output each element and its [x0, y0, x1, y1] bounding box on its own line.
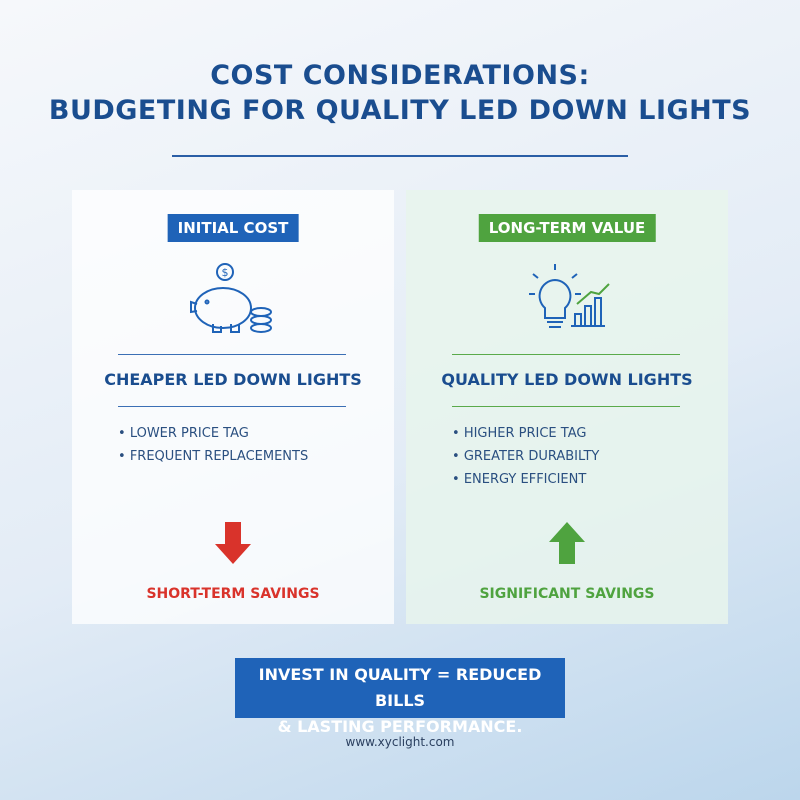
divider: [118, 406, 346, 407]
item: LOWER PRICE TAG: [118, 426, 308, 441]
badge: INITIAL COST: [167, 214, 299, 242]
divider: [452, 354, 680, 355]
result: SIGNIFICANT SAVINGS: [479, 586, 655, 602]
list: LOWER PRICE TAG FREQUENT REPLACEMENTS: [118, 426, 308, 472]
banner-text: & LASTING PERFORMANCE.: [277, 717, 523, 736]
panel: LONG-TERM VALUE QUALITY LED DOWN LIGHTS …: [406, 190, 728, 624]
banner: INVEST IN QUALITY = REDUCED BILLS & LAST…: [235, 658, 565, 736]
banner-text: INVEST IN QUALITY = REDUCED BILLS: [258, 665, 542, 710]
item: ENERGY EFFICIENT: [452, 472, 599, 487]
badge: LONG-TERM VALUE: [478, 214, 656, 242]
heading: CHEAPER LED DOWN LIGHTS: [104, 370, 362, 389]
url: www.xyclight.com: [345, 735, 455, 749]
item: GREATER DURABILTY: [452, 449, 600, 464]
up-arrow: [549, 522, 585, 564]
bulb-icon: [529, 264, 610, 328]
divider: [452, 406, 680, 407]
panel: INITIAL COST $ CHEAPER LED DOWN LIGHTS L…: [72, 190, 394, 624]
list: HIGHER PRICE TAG GREATER DURABILTY ENERG…: [452, 426, 600, 495]
item: HIGHER PRICE TAG: [452, 426, 599, 441]
title: COST CONSIDERATIONS:: [210, 60, 590, 91]
down-arrow: [215, 522, 251, 564]
divider: [172, 155, 628, 157]
item: FREQUENT REPLACEMENTS: [118, 449, 308, 464]
piggy-icon: $: [190, 263, 272, 333]
title: BUDGETING FOR QUALITY LED DOWN LIGHTS: [48, 95, 752, 126]
heading: QUALITY LED DOWN LIGHTS: [441, 370, 693, 389]
result: SHORT-TERM SAVINGS: [146, 586, 320, 602]
divider: [118, 354, 346, 355]
svg-text:$: $: [222, 266, 229, 279]
